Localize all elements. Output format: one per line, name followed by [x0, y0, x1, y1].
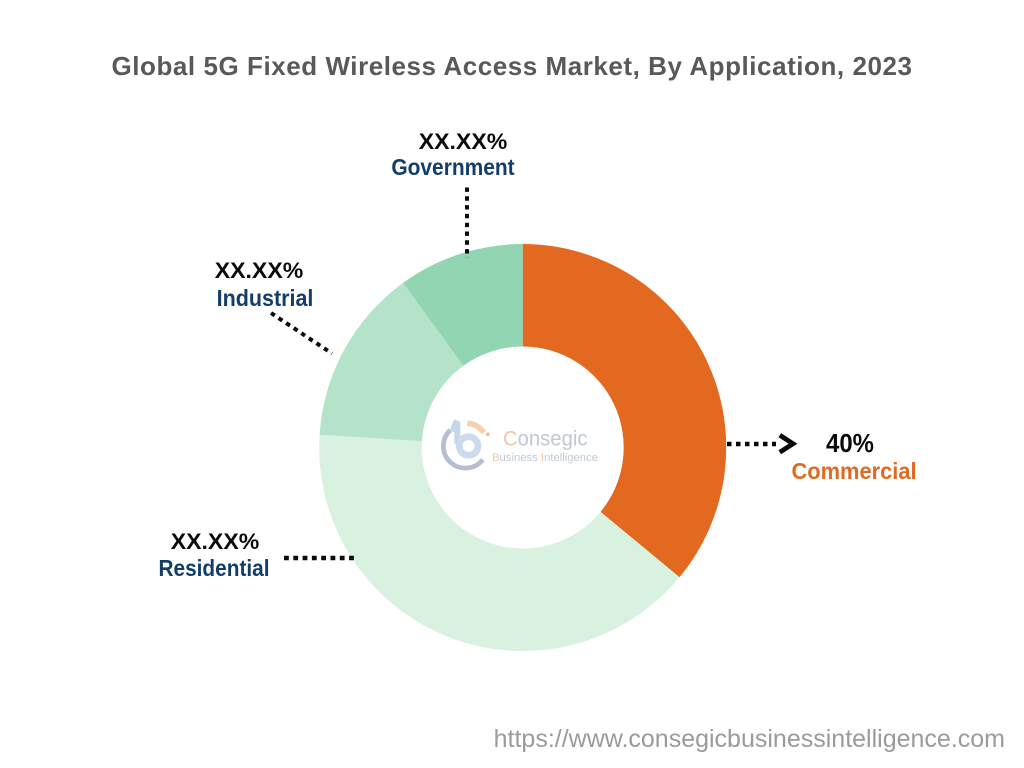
svg-text:Business Intelligence: Business Intelligence — [492, 452, 598, 464]
svg-text:Consegic: Consegic — [503, 426, 588, 450]
